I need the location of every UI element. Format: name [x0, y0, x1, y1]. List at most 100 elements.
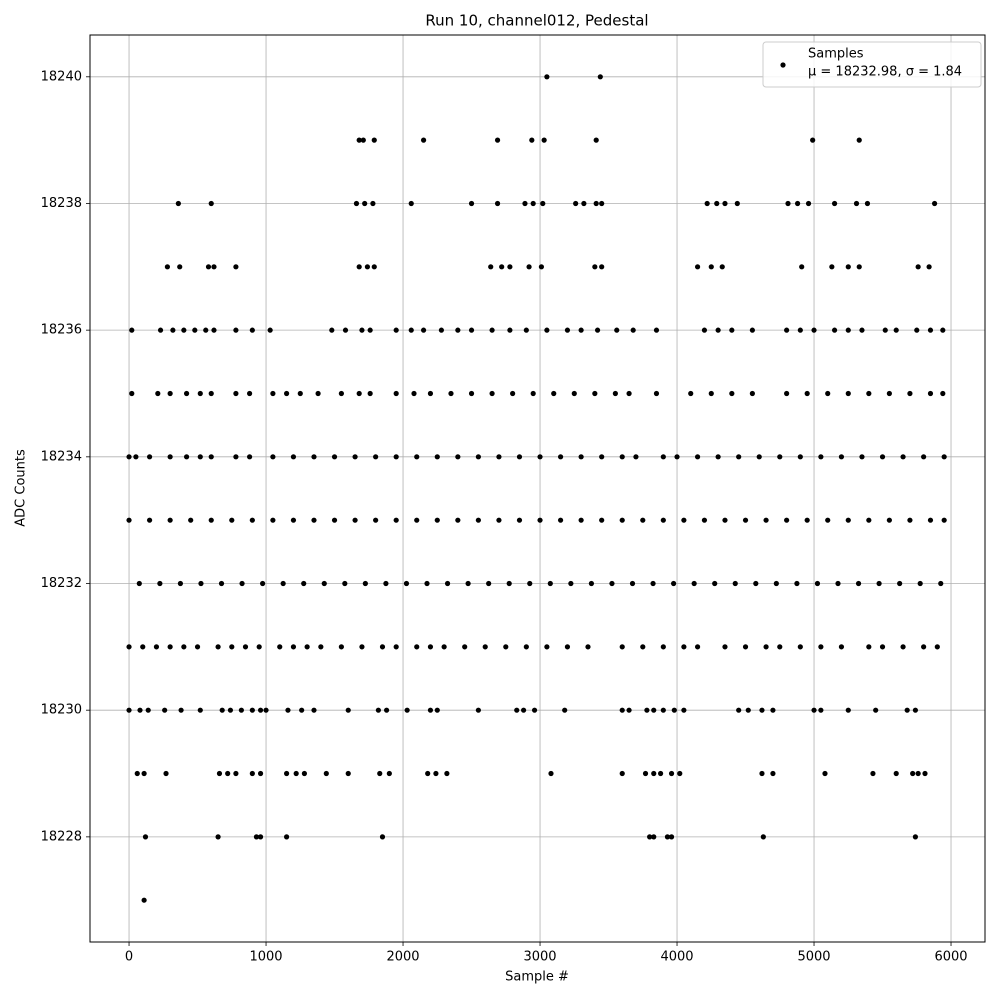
point [360, 137, 366, 143]
point [856, 264, 862, 270]
point [411, 390, 417, 397]
point [651, 707, 657, 713]
point [811, 707, 817, 713]
point [514, 707, 520, 713]
point [352, 517, 358, 523]
point [167, 390, 173, 397]
point [408, 200, 414, 207]
point [227, 707, 234, 713]
point [547, 580, 553, 587]
point [465, 580, 471, 587]
point [157, 327, 164, 333]
point [940, 327, 946, 333]
point [578, 327, 584, 333]
point [825, 517, 831, 523]
point [599, 454, 605, 460]
point [722, 644, 728, 650]
point [940, 390, 946, 397]
point [664, 834, 671, 840]
point [215, 644, 221, 650]
y-tick-label: 18232 [41, 576, 82, 591]
point [197, 454, 203, 460]
point [427, 390, 434, 397]
point [886, 390, 892, 397]
point [592, 264, 598, 270]
point [876, 580, 882, 587]
point [548, 770, 554, 777]
y-tick-label: 18236 [41, 323, 82, 338]
plot-frame [89, 34, 986, 943]
point [912, 707, 919, 713]
point [507, 264, 513, 270]
point [845, 264, 851, 270]
point [926, 264, 932, 270]
point [527, 580, 533, 587]
point [420, 327, 427, 333]
point [674, 454, 680, 460]
point [626, 390, 632, 397]
point [371, 264, 377, 270]
point [468, 200, 475, 207]
point [742, 644, 749, 650]
point [359, 327, 365, 333]
point [208, 200, 214, 207]
point [414, 517, 420, 523]
point [167, 517, 173, 523]
point [475, 454, 481, 460]
point [420, 137, 427, 143]
point [825, 390, 831, 397]
point [290, 454, 297, 460]
legend-note: μ = 18232.98, σ = 1.84 [808, 65, 962, 80]
point [763, 517, 769, 523]
point [657, 770, 664, 777]
point [736, 454, 742, 460]
point [651, 834, 657, 840]
point [904, 707, 910, 713]
point [249, 707, 255, 713]
point [540, 200, 546, 207]
point [660, 454, 666, 460]
point [653, 327, 660, 333]
point [145, 707, 151, 713]
point [921, 454, 927, 460]
point [293, 770, 299, 777]
point [318, 644, 324, 650]
point [763, 644, 769, 650]
point [338, 390, 344, 397]
point [249, 517, 255, 523]
point [660, 517, 666, 523]
point [941, 454, 947, 460]
point [592, 390, 598, 397]
point [427, 644, 434, 650]
point [653, 390, 660, 397]
point [297, 390, 303, 397]
point [356, 390, 362, 397]
point [704, 200, 710, 207]
point [188, 517, 194, 523]
point [853, 200, 860, 207]
point [647, 834, 653, 840]
point [941, 517, 947, 523]
point [510, 390, 516, 397]
point [732, 580, 738, 587]
point [915, 770, 921, 777]
point [205, 264, 212, 270]
point [499, 264, 505, 270]
point [619, 454, 625, 460]
point [263, 707, 269, 713]
point [859, 454, 865, 460]
point [619, 517, 625, 523]
point [345, 707, 351, 713]
point [859, 327, 865, 333]
point [799, 264, 805, 270]
point [311, 707, 317, 713]
point [804, 390, 810, 397]
point [630, 327, 636, 333]
point [599, 200, 605, 207]
point [301, 770, 307, 777]
point [541, 137, 547, 143]
point [267, 327, 273, 333]
point [393, 327, 399, 333]
point [386, 770, 392, 777]
point [681, 517, 687, 523]
